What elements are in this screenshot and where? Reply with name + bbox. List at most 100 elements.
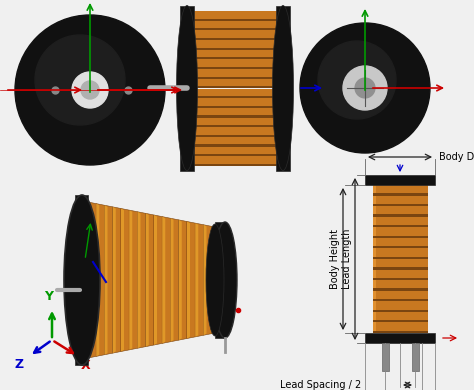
- Text: Z: Z: [14, 358, 23, 370]
- Bar: [373, 215, 428, 217]
- Bar: [188, 57, 283, 59]
- Ellipse shape: [213, 222, 237, 338]
- Bar: [188, 11, 192, 19]
- Bar: [373, 299, 428, 301]
- Bar: [188, 96, 283, 98]
- Bar: [188, 11, 283, 19]
- Bar: [188, 115, 283, 117]
- Polygon shape: [154, 215, 162, 345]
- Bar: [373, 225, 428, 227]
- Polygon shape: [187, 222, 190, 339]
- Bar: [188, 147, 283, 154]
- Polygon shape: [104, 205, 113, 355]
- Ellipse shape: [273, 5, 293, 170]
- Bar: [373, 238, 428, 246]
- Bar: [373, 312, 428, 320]
- Bar: [188, 117, 192, 125]
- Bar: [188, 154, 283, 156]
- Polygon shape: [203, 225, 212, 335]
- Polygon shape: [121, 209, 124, 351]
- Bar: [373, 185, 428, 193]
- Bar: [188, 89, 283, 96]
- Polygon shape: [179, 220, 187, 340]
- Bar: [188, 21, 283, 28]
- Bar: [188, 106, 283, 108]
- Polygon shape: [121, 209, 129, 351]
- Bar: [188, 137, 192, 144]
- Circle shape: [318, 41, 396, 119]
- Circle shape: [15, 15, 165, 165]
- Bar: [188, 137, 283, 144]
- Bar: [188, 79, 283, 86]
- Polygon shape: [212, 226, 215, 333]
- Bar: [188, 135, 283, 137]
- Bar: [373, 291, 376, 299]
- Bar: [188, 50, 283, 57]
- Bar: [373, 217, 376, 225]
- Bar: [373, 206, 376, 214]
- Circle shape: [72, 72, 108, 108]
- Bar: [373, 301, 376, 310]
- Polygon shape: [129, 210, 132, 350]
- Bar: [188, 89, 192, 96]
- Bar: [373, 291, 428, 299]
- Bar: [373, 278, 428, 280]
- Bar: [188, 156, 192, 164]
- Circle shape: [35, 35, 125, 125]
- Polygon shape: [88, 202, 96, 358]
- Text: Lead Spacing / 2: Lead Spacing / 2: [280, 380, 361, 390]
- Bar: [373, 236, 428, 238]
- Bar: [373, 269, 376, 278]
- Bar: [373, 204, 428, 206]
- Circle shape: [300, 23, 430, 153]
- Polygon shape: [88, 202, 91, 358]
- Bar: [188, 69, 192, 77]
- Bar: [373, 227, 428, 236]
- Polygon shape: [195, 223, 203, 337]
- Bar: [188, 50, 192, 57]
- Bar: [188, 125, 283, 127]
- Bar: [373, 195, 428, 204]
- Bar: [188, 144, 283, 147]
- Bar: [75, 195, 88, 365]
- Bar: [373, 331, 428, 333]
- Polygon shape: [96, 204, 99, 356]
- Bar: [382, 343, 389, 371]
- Bar: [188, 40, 283, 48]
- Bar: [373, 323, 376, 331]
- Bar: [188, 19, 283, 21]
- Bar: [365, 333, 435, 343]
- Polygon shape: [146, 213, 149, 347]
- Bar: [373, 195, 376, 204]
- Bar: [373, 246, 428, 248]
- Bar: [188, 86, 283, 89]
- Polygon shape: [96, 204, 104, 356]
- Bar: [180, 6, 194, 171]
- Bar: [188, 164, 283, 166]
- Bar: [188, 69, 283, 77]
- Bar: [373, 259, 376, 267]
- Bar: [373, 257, 428, 259]
- Ellipse shape: [176, 5, 198, 170]
- Bar: [188, 147, 192, 154]
- Bar: [373, 312, 376, 320]
- Polygon shape: [154, 215, 157, 345]
- Polygon shape: [171, 218, 173, 342]
- Bar: [188, 38, 283, 40]
- Bar: [373, 227, 376, 236]
- Polygon shape: [137, 212, 140, 348]
- Bar: [188, 30, 192, 38]
- Bar: [373, 259, 428, 267]
- Polygon shape: [104, 205, 108, 355]
- Bar: [188, 59, 283, 67]
- Bar: [188, 30, 283, 38]
- Bar: [373, 217, 428, 225]
- Polygon shape: [179, 220, 182, 340]
- Bar: [188, 77, 283, 79]
- Polygon shape: [171, 218, 179, 342]
- Circle shape: [343, 66, 387, 110]
- Bar: [188, 127, 192, 135]
- Bar: [188, 28, 283, 30]
- Polygon shape: [113, 207, 121, 353]
- Text: Lead Length: Lead Length: [342, 229, 352, 289]
